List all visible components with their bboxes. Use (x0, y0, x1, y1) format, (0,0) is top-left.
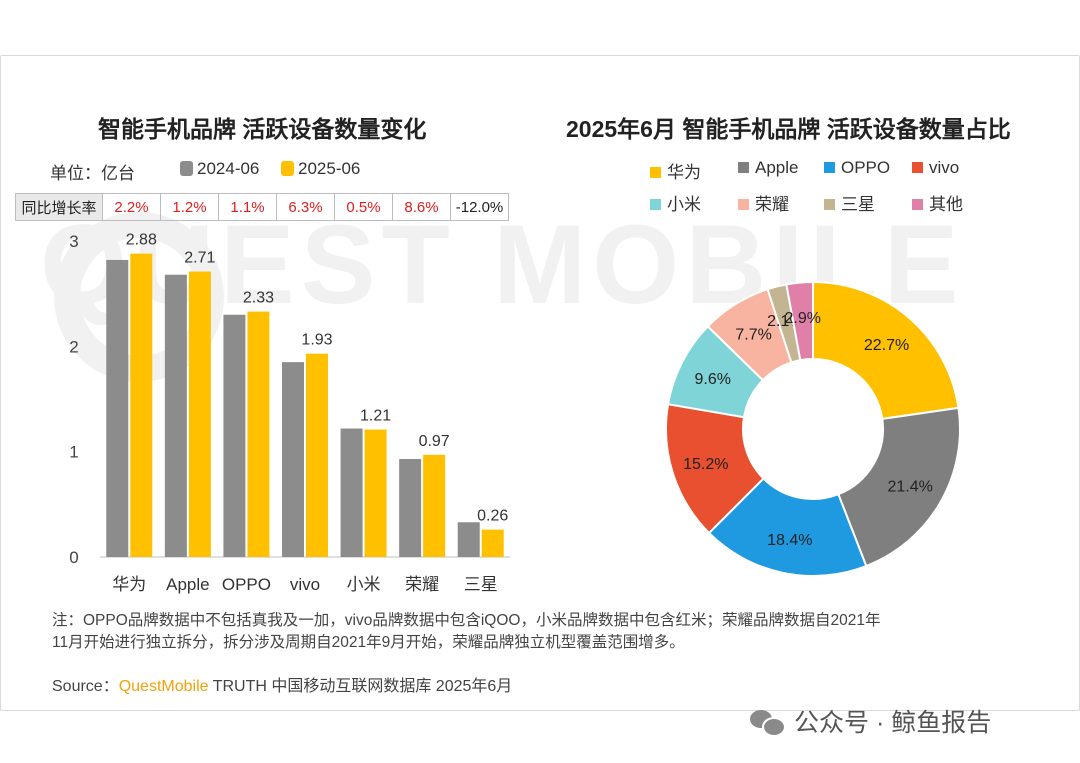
legend-label-2024: 2024-06 (197, 159, 260, 178)
donut-slice-label: 7.7% (735, 326, 771, 343)
legend-label: Apple (755, 158, 799, 177)
source-prefix: Source： (52, 678, 119, 695)
source-rest: TRUTH 中国移动互联网数据库 2025年6月 (208, 678, 513, 695)
legend-label: OPPO (841, 158, 891, 177)
wechat-label: 公众号 · 鲸鱼报告 (794, 709, 992, 737)
donut-legend-item: 三星 (824, 190, 875, 215)
yoy-cell: 1.1% (218, 193, 277, 221)
x-tick-label: OPPO (222, 575, 271, 594)
y-tick-label: 2 (69, 337, 78, 356)
bar-data-label: 2.33 (243, 290, 274, 307)
legend-swatch (912, 162, 923, 173)
bar-legend-2024: 2024-06 (180, 159, 259, 179)
donut-slice-label: 2.9% (785, 310, 821, 327)
donut-legend-item: 小米 (650, 190, 701, 215)
source-line: Source：QuestMobile TRUTH 中国移动互联网数据库 2025… (52, 672, 512, 696)
unit-label: 单位：亿台 (50, 164, 135, 183)
donut-slice (707, 477, 868, 577)
source-brand: QuestMobile (118, 678, 209, 695)
y-tick-label: 3 (69, 232, 78, 251)
bar-2025 (130, 253, 153, 557)
bar-data-label: 0.26 (477, 508, 508, 525)
bar-data-label: 2.88 (126, 232, 157, 249)
donut-legend-item: vivo (912, 158, 959, 178)
x-tick-label: 华为 (112, 575, 146, 594)
donut-slice (837, 406, 961, 568)
y-tick-label: 0 (69, 548, 78, 567)
donut-legend-item: Apple (738, 158, 798, 178)
donut-legend-item: 其他 (912, 190, 963, 215)
footnote-line-1: 注：OPPO品牌数据中不包括真我及一加，vivo品牌数据中包含iQOO，小米品牌… (52, 612, 881, 629)
yoy-cell: 6.3% (276, 193, 335, 221)
x-tick-label: 荣耀 (405, 575, 439, 594)
legend-swatch (824, 162, 835, 173)
x-tick-label: vivo (290, 575, 320, 594)
bar-2024 (106, 259, 129, 557)
bar-2024 (164, 274, 187, 557)
yoy-header: 同比增长率 (15, 193, 103, 221)
bar-2025 (364, 429, 387, 557)
donut-slice-label: 15.2% (683, 456, 728, 473)
x-tick-label: Apple (166, 575, 209, 594)
legend-swatch (912, 199, 923, 210)
bar-2025 (306, 353, 328, 557)
bar-data-label: 2.71 (184, 250, 215, 267)
bar-data-label: 0.97 (419, 433, 450, 450)
bar-2025 (423, 454, 446, 557)
y-tick-label: 1 (69, 443, 78, 462)
legend-swatch (650, 167, 661, 178)
bar-2024 (223, 314, 246, 557)
donut-slice (812, 280, 960, 421)
legend-label: vivo (929, 158, 960, 177)
legend-swatch (738, 199, 749, 210)
yoy-table: 同比增长率 2.2% 1.2% 1.1% 6.3% 0.5% 8.6% -12.… (15, 193, 509, 221)
legend-label: 小米 (667, 195, 701, 214)
legend-swatch-2024 (180, 161, 193, 176)
bar-2024 (399, 459, 422, 557)
legend-label: 三星 (841, 195, 875, 214)
donut-slice-label: 18.4% (767, 532, 812, 549)
legend-label: 荣耀 (755, 195, 789, 214)
bar-2025 (481, 529, 504, 557)
legend-swatch-2025 (281, 161, 294, 176)
legend-swatch (650, 199, 661, 210)
yoy-cell: 8.6% (392, 193, 451, 221)
donut-slice (785, 280, 814, 362)
bar-data-label: 1.21 (360, 408, 391, 425)
bar-2024 (457, 522, 480, 557)
yoy-cell: 0.5% (334, 193, 393, 221)
yoy-cell: 1.2% (160, 193, 219, 221)
donut-legend-item: 荣耀 (738, 190, 789, 215)
footnote-line-2: 11月开始进行独立拆分，拆分涉及周期自2021年9月开始，荣耀品牌独立机型覆盖范… (52, 634, 685, 651)
donut-slice-label: 21.4% (888, 479, 933, 496)
donut-legend-item: OPPO (824, 158, 890, 178)
bar-data-label: 1.93 (301, 332, 332, 349)
yoy-cell: 2.2% (102, 193, 161, 221)
wechat-icon (750, 708, 786, 737)
footnote: 注：OPPO品牌数据中不包括真我及一加，vivo品牌数据中包含iQOO，小米品牌… (52, 610, 1042, 654)
donut-slice-label: 22.7% (864, 337, 909, 354)
bar-2025 (188, 271, 211, 557)
yoy-cell: -12.0% (450, 193, 509, 221)
x-tick-label: 三星 (464, 575, 498, 594)
bar-legend-2025: 2025-06 (281, 159, 360, 179)
donut-slice-label: 9.6% (695, 371, 731, 388)
bar-2025 (247, 311, 270, 557)
donut-chart-title: 2025年6月 智能手机品牌 活跃设备数量占比 (566, 116, 1011, 142)
bar-chart-title: 智能手机品牌 活跃设备数量变化 (98, 116, 427, 142)
legend-label-2025: 2025-06 (298, 159, 361, 178)
x-tick-label: 小米 (347, 575, 381, 594)
legend-label: 华为 (667, 163, 701, 182)
legend-label: 其他 (929, 195, 963, 214)
bar-2024 (282, 362, 304, 557)
donut-legend-item: 华为 (650, 158, 701, 183)
legend-swatch (824, 199, 835, 210)
bar-2024 (340, 428, 363, 557)
wechat-badge: 公众号 · 鲸鱼报告 (750, 703, 991, 739)
legend-swatch (738, 162, 749, 173)
